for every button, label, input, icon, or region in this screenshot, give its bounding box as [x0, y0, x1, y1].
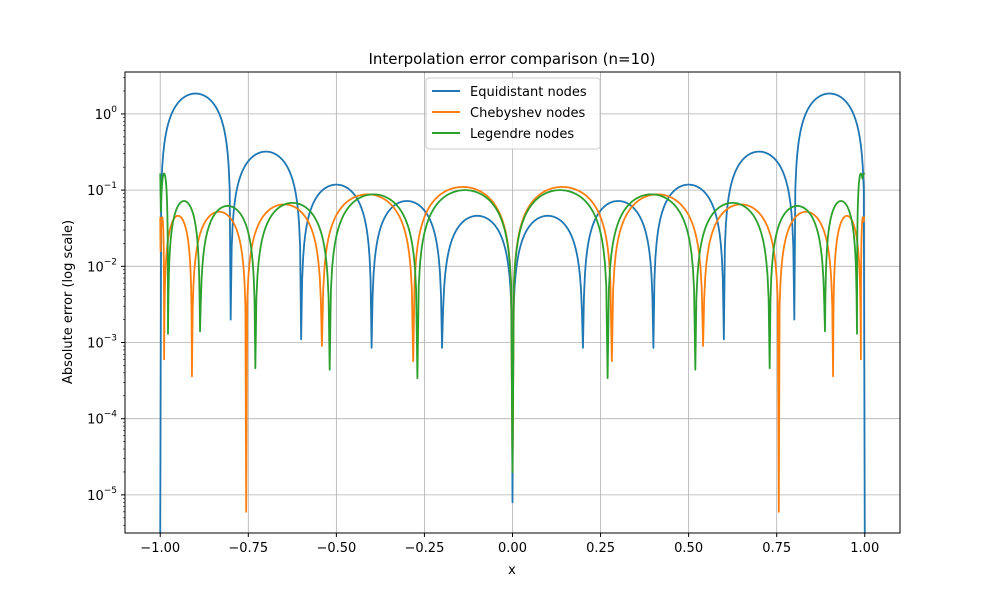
x-tick-label: −0.50 [316, 541, 356, 556]
series-layer [159, 92, 866, 534]
x-axis: −1.00 −0.75 −0.50 −0.25 0.00 0.25 0.50 0.75 1.00 [140, 533, 879, 556]
y-tick-label: 100 [95, 105, 118, 123]
series-line [159, 172, 866, 473]
x-tick-label: 0.75 [762, 541, 791, 556]
x-tick-label: 1.00 [850, 541, 879, 556]
y-tick-label: 10−1 [87, 181, 117, 199]
y-tick-label: 10−5 [87, 486, 117, 504]
legend: Equidistant nodes Chebyshev nodes Legendre… [425, 77, 601, 150]
y-tick-label: 10−2 [87, 257, 117, 275]
x-tick-label: −1.00 [140, 541, 180, 556]
y-axis-title: Absolute error (log scale) [61, 220, 76, 384]
chart-title: Interpolation error comparison (n=10) [368, 50, 655, 68]
x-axis-title: x [508, 563, 516, 578]
legend-box [425, 77, 601, 150]
y-tick-label: 10−4 [87, 410, 117, 428]
legend-label: Chebyshev nodes [470, 106, 586, 121]
x-tick-label: −0.75 [228, 541, 268, 556]
y-tick-label: 10−3 [87, 334, 117, 352]
y-axis: 10−5 10−4 10−3 10−2 10−1 100 [87, 77, 125, 526]
legend-label: Legendre nodes [470, 127, 574, 142]
legend-label: Equidistant nodes [470, 85, 587, 100]
x-tick-label: 0.25 [586, 541, 615, 556]
series-line [159, 92, 866, 534]
x-tick-label: −0.25 [405, 541, 445, 556]
x-tick-label: 0.50 [674, 541, 703, 556]
x-tick-label: 0.00 [498, 541, 527, 556]
